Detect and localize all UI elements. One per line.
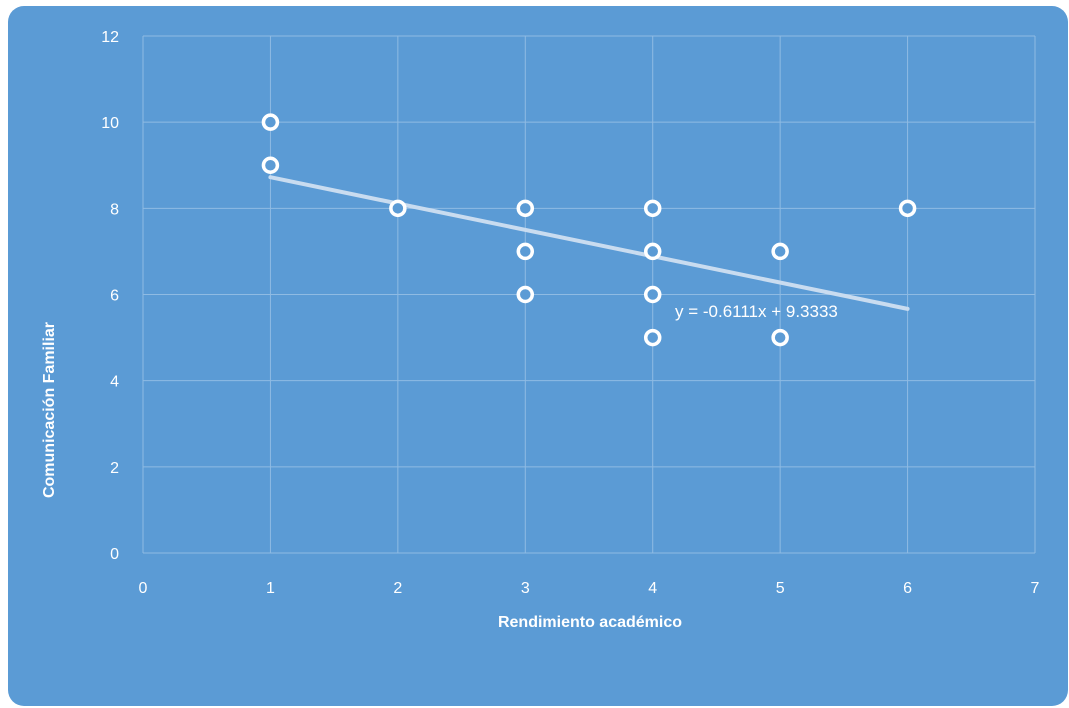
x-tick-label: 4 <box>648 580 657 597</box>
x-tick-label: 6 <box>903 580 912 597</box>
x-tick-label: 3 <box>521 580 530 597</box>
data-point <box>261 113 280 131</box>
y-tick-label: 4 <box>110 374 119 391</box>
y-tick-label: 0 <box>110 546 119 563</box>
trendline <box>268 175 910 311</box>
data-point <box>643 242 662 261</box>
data-point <box>516 199 535 218</box>
point-layer <box>261 113 917 347</box>
x-tick-label: 7 <box>1031 580 1040 597</box>
data-point <box>261 156 280 174</box>
x-tick-label: 2 <box>393 580 402 597</box>
y-tick-label: 8 <box>110 201 119 218</box>
data-point <box>643 199 662 218</box>
data-point <box>771 328 789 347</box>
data-point <box>389 199 407 218</box>
data-point <box>771 242 789 261</box>
trendline-layer <box>268 175 910 311</box>
data-point <box>516 242 535 261</box>
y-tick-label: 6 <box>110 288 119 305</box>
x-tick-label: 1 <box>266 580 275 597</box>
data-point <box>643 285 662 304</box>
grid-layer <box>142 35 1036 554</box>
data-point <box>643 328 662 347</box>
trendline-equation-label: y = -0.6111x + 9.3333 <box>675 302 838 321</box>
x-axis-title: Rendimiento académico <box>498 614 682 631</box>
y-tick-label: 10 <box>101 115 119 132</box>
x-tick-label: 0 <box>139 580 148 597</box>
data-point <box>516 285 535 304</box>
y-tick-label: 2 <box>110 460 119 477</box>
data-point <box>898 199 917 218</box>
y-tick-label: 12 <box>101 29 119 46</box>
x-tick-label: 5 <box>776 580 785 597</box>
y-axis-title: Comunicación Familiar <box>41 322 58 498</box>
